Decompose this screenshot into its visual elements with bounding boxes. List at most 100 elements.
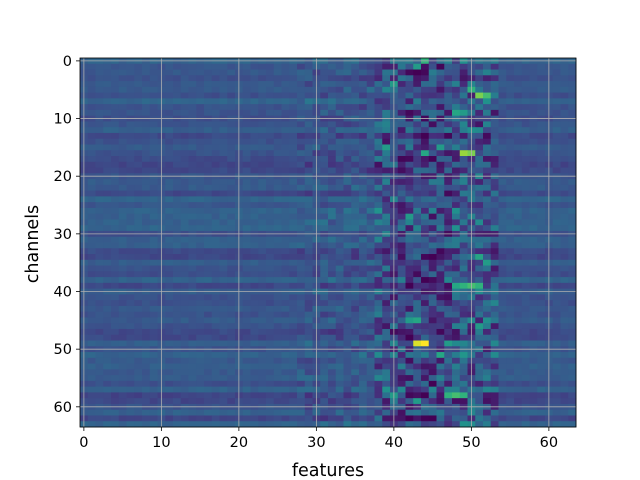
heatmap-cell (405, 161, 414, 168)
heatmap-cell (95, 69, 104, 76)
heatmap-cell (273, 202, 282, 209)
heatmap-cell (506, 294, 515, 301)
heatmap-cell (134, 386, 143, 393)
heatmap-cell (289, 121, 298, 128)
heatmap-cell (560, 294, 569, 301)
heatmap-cell (452, 380, 461, 388)
heatmap-cell (173, 104, 182, 111)
heatmap-cell (343, 294, 352, 301)
heatmap-cell (343, 317, 352, 324)
heatmap-cell (196, 271, 205, 278)
heatmap-cell (529, 409, 538, 416)
heatmap-cell (537, 282, 546, 290)
heatmap-cell (258, 265, 267, 272)
heatmap-cell (335, 380, 344, 388)
heatmap-cell (149, 380, 158, 388)
heatmap-cell (343, 92, 352, 99)
heatmap-cell (506, 380, 515, 388)
heatmap-cell (490, 271, 499, 278)
heatmap-cell (103, 340, 112, 347)
heatmap-cell (459, 121, 468, 128)
heatmap-cell (266, 156, 275, 163)
heatmap-cell (242, 300, 251, 307)
heatmap-cell (297, 190, 306, 197)
heatmap-cell (242, 409, 251, 416)
heatmap-cell (111, 311, 120, 318)
heatmap-cell (428, 138, 437, 145)
heatmap-cell (521, 179, 530, 186)
heatmap-cell (180, 265, 189, 272)
heatmap-cell (188, 305, 197, 313)
heatmap-cell (87, 167, 96, 174)
heatmap-cell (568, 207, 577, 215)
heatmap-cell (126, 63, 135, 70)
heatmap-cell (242, 156, 251, 163)
heatmap-cell (149, 150, 158, 157)
heatmap-cell (335, 334, 344, 341)
heatmap-cell (149, 190, 158, 197)
heatmap-cell (405, 409, 414, 416)
heatmap-cell (103, 386, 112, 393)
heatmap-cell (204, 380, 213, 388)
heatmap-cell (258, 392, 267, 399)
heatmap-cell (149, 305, 158, 313)
heatmap-cell (475, 138, 484, 145)
heatmap-cell (188, 236, 197, 243)
heatmap-cell (304, 92, 313, 99)
heatmap-cell (537, 254, 546, 261)
heatmap-cell (266, 190, 275, 197)
heatmap-cell (374, 161, 383, 168)
heatmap-cell (180, 254, 189, 261)
heatmap-cell (343, 161, 352, 168)
heatmap-cell (521, 305, 530, 313)
heatmap-cell (568, 127, 577, 134)
heatmap-cell (180, 421, 189, 428)
heatmap-cell (165, 317, 174, 324)
heatmap-cell (289, 213, 298, 220)
heatmap-cell (444, 63, 453, 70)
heatmap-cell (560, 167, 569, 174)
heatmap-cell (281, 219, 290, 226)
heatmap-cell (452, 352, 461, 359)
heatmap-cell (304, 225, 313, 232)
heatmap-cell (498, 225, 507, 232)
heatmap-cell (459, 311, 468, 318)
heatmap-cell (560, 282, 569, 290)
heatmap-cell (196, 202, 205, 209)
heatmap-cell (452, 86, 461, 93)
heatmap-cell (514, 190, 523, 197)
heatmap-cell (281, 386, 290, 393)
heatmap-cell (421, 340, 430, 347)
heatmap-cell (211, 282, 220, 290)
heatmap-cell (227, 265, 236, 272)
heatmap-cell (506, 265, 515, 272)
heatmap-cell (490, 63, 499, 70)
heatmap-cell (211, 190, 220, 197)
heatmap-cell (506, 150, 515, 157)
heatmap-cell (498, 207, 507, 215)
heatmap-cell (560, 265, 569, 272)
heatmap-cell (560, 81, 569, 88)
heatmap-cell (273, 323, 282, 330)
heatmap-cell (304, 352, 313, 359)
heatmap-cell (537, 86, 546, 93)
heatmap-cell (459, 236, 468, 243)
heatmap-cell (475, 305, 484, 313)
heatmap-cell (459, 305, 468, 313)
heatmap-cell (506, 202, 515, 209)
heatmap-cell (180, 311, 189, 318)
heatmap-cell (103, 86, 112, 93)
heatmap-cell (351, 259, 360, 266)
heatmap-cell (188, 352, 197, 359)
heatmap-cell (521, 323, 530, 330)
heatmap-cell (343, 202, 352, 209)
heatmap-cell (328, 300, 337, 307)
heatmap-cell (436, 323, 445, 330)
heatmap-cell (149, 184, 158, 192)
heatmap-cell (219, 248, 228, 255)
heatmap-cell (289, 69, 298, 76)
heatmap-cell (382, 294, 391, 301)
heatmap-cell (180, 340, 189, 347)
heatmap-cell (142, 265, 151, 272)
heatmap-cell (351, 386, 360, 393)
